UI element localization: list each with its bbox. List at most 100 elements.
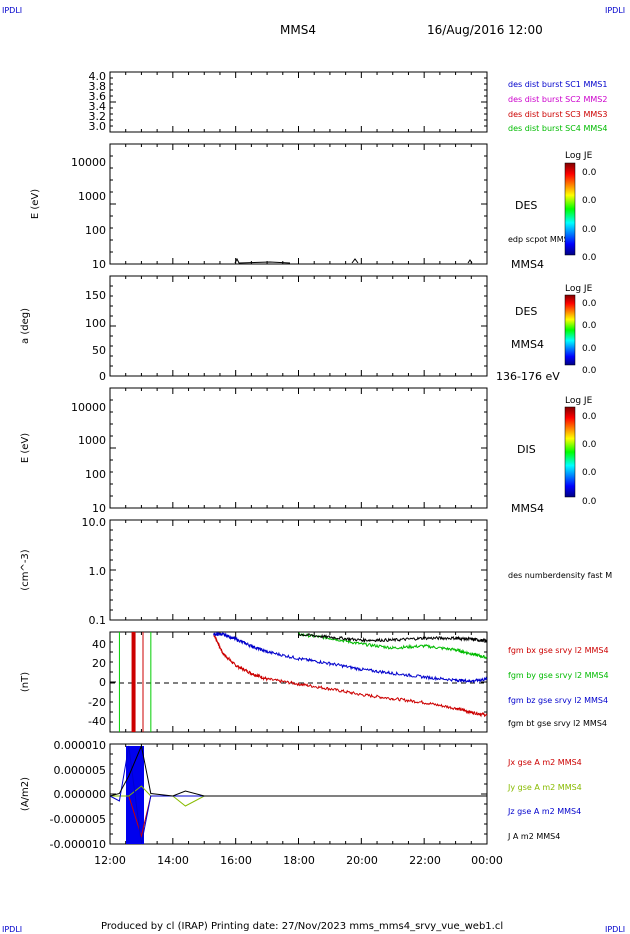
p4-bottom-label: MMS4: [511, 502, 544, 515]
p5-ylabel: (cm^-3): [20, 549, 31, 590]
p6-legend-item: fgm by gse srvy l2 MMS4: [508, 671, 609, 680]
x-tick-label: 12:00: [94, 854, 126, 867]
p2-colorbar: Log JE 0.0 0.0 0.0 0.0: [564, 151, 597, 263]
panel-1-yticks: 4.0 3.8 3.6 3.4 3.2 3.0: [89, 70, 107, 133]
corner-label-top-right: IPDLI: [605, 6, 625, 15]
p2-side-label: DES: [515, 199, 537, 212]
p7-series-line: [110, 795, 487, 838]
p6-ylabel: (nT): [20, 672, 31, 692]
svg-text:0.000005: 0.000005: [54, 764, 107, 777]
svg-text:0.1: 0.1: [89, 614, 107, 627]
x-tick-label: 00:00: [471, 854, 503, 867]
p7-legend-item: Jy gse A m2 MMS4: [507, 783, 582, 792]
p6-legend-item: fgm bt gse srvy l2 MMS4: [508, 719, 607, 728]
svg-text:-0.000005: -0.000005: [50, 813, 106, 826]
x-tick-label: 20:00: [346, 854, 378, 867]
svg-text:0.000010: 0.000010: [54, 739, 107, 752]
svg-text:0.0: 0.0: [582, 412, 597, 422]
p3-side-label-2: MMS4: [511, 338, 544, 351]
p5-side-small: des numberdensity fast M: [508, 571, 612, 580]
p7-legend-item: Jz gse A m2 MMS4: [507, 807, 581, 816]
p1-legend-item: des dist burst SC1 MMS1: [508, 80, 607, 89]
p7-ylabel: (A/m2): [20, 777, 31, 811]
svg-text:20: 20: [92, 657, 106, 670]
x-tick-label: 22:00: [409, 854, 441, 867]
svg-text:40: 40: [92, 638, 106, 651]
svg-text:50: 50: [92, 344, 106, 357]
x-axis-labels: 12:00 14:00 16:00 18:00 20:00 22:00 00:0…: [94, 854, 503, 867]
x-tick-label: 18:00: [283, 854, 315, 867]
svg-text:0.0: 0.0: [582, 321, 597, 331]
svg-text:10: 10: [92, 502, 106, 515]
p4-side-label: DIS: [517, 443, 536, 456]
svg-text:10000: 10000: [71, 156, 106, 169]
p1-ytick: 3.6: [89, 90, 107, 103]
header-date: 16/Aug/2016 12:00: [427, 23, 543, 37]
panel-5-yticks: 10.0 1.0 0.1: [82, 516, 107, 627]
p3-ylabel: a (deg): [20, 308, 31, 344]
x-tick-label: 14:00: [157, 854, 189, 867]
panel-7-yticks: 0.000010 0.000005 0.000000 -0.000005 -0.…: [50, 739, 106, 851]
panel-2-yticks: 10000 1000 100 10: [71, 156, 106, 271]
svg-text:1.0: 1.0: [89, 565, 107, 578]
svg-text:-20: -20: [88, 696, 106, 709]
panel-1-legend: des dist burst SC1 MMS1 des dist burst S…: [508, 80, 607, 133]
panel-6-legend: fgm bx gse srvy l2 MMS4 fgm by gse srvy …: [508, 646, 609, 728]
panel-3-yticks: 150 100 50 0: [85, 289, 106, 383]
p3-bottom-label: 136-176 eV: [496, 370, 560, 383]
svg-text:0.0: 0.0: [582, 497, 597, 507]
svg-text:-0.000010: -0.000010: [50, 838, 106, 851]
p7-series-group: [109, 744, 487, 845]
p7-series-line: [109, 744, 487, 797]
corner-label-bottom-left: IPDLI: [2, 925, 22, 934]
p6-series-line: [213, 634, 488, 718]
p1-ytick: 3.4: [89, 100, 107, 113]
p7-legend-item: Jx gse A m2 MMS4: [507, 758, 582, 767]
svg-text:0.0: 0.0: [582, 440, 597, 450]
svg-text:10000: 10000: [71, 401, 106, 414]
p2-scpot-trace: [234, 257, 473, 264]
panel-4-yticks: 10000 1000 100 10: [71, 401, 106, 515]
svg-text:0.0: 0.0: [582, 344, 597, 354]
p4-colorbar-title: Log JE: [565, 396, 593, 406]
p1-legend-item: des dist burst SC2 MMS2: [508, 95, 607, 104]
p2-side-small: edp scpot MMS4: [508, 235, 574, 244]
svg-text:0.0: 0.0: [582, 253, 597, 263]
svg-text:100: 100: [85, 317, 106, 330]
p3-side-label: DES: [515, 305, 537, 318]
p2-ylabel: E (eV): [30, 189, 41, 219]
p6-series-group: [213, 631, 488, 718]
corner-label-top-left: IPDLI: [2, 6, 22, 15]
svg-text:0.0: 0.0: [582, 299, 597, 309]
svg-text:10: 10: [92, 258, 106, 271]
p1-ytick: 4.0: [89, 70, 107, 83]
svg-text:0.000000: 0.000000: [54, 788, 107, 801]
svg-text:-40: -40: [88, 715, 106, 728]
svg-text:0.0: 0.0: [582, 225, 597, 235]
corner-label-bottom-right: IPDLI: [605, 925, 625, 934]
header-spacecraft: MMS4: [280, 23, 316, 37]
p6-series-line: [298, 633, 488, 644]
svg-text:100: 100: [85, 224, 106, 237]
p2-colorbar-title: Log JE: [565, 151, 593, 161]
svg-text:100: 100: [85, 468, 106, 481]
footer-text: Produced by cl (IRAP) Printing date: 27/…: [101, 921, 503, 932]
svg-text:150: 150: [85, 289, 106, 302]
p1-legend-item: des dist burst SC4 MMS4: [508, 124, 607, 133]
x-tick-label: 16:00: [220, 854, 252, 867]
svg-text:0: 0: [99, 676, 106, 689]
svg-text:1000: 1000: [78, 434, 106, 447]
panel-6-yticks: 40 20 0 -20 -40: [88, 638, 106, 728]
p1-ytick: 3.2: [89, 110, 107, 123]
svg-text:0.0: 0.0: [582, 196, 597, 206]
p7-legend-item: J A m2 MMS4: [507, 832, 560, 841]
svg-text:0.0: 0.0: [582, 366, 597, 376]
p6-vertical-markers: [118, 632, 152, 732]
p6-legend-item: fgm bz gse srvy l2 MMS4: [508, 696, 608, 705]
p2-bottom-label: MMS4: [511, 258, 544, 271]
panel-7-legend: Jx gse A m2 MMS4 Jy gse A m2 MMS4 Jz gse…: [507, 758, 582, 841]
p3-colorbar: Log JE 0.0 0.0 0.0 0.0: [564, 284, 597, 376]
p4-colorbar: Log JE 0.0 0.0 0.0 0.0: [564, 396, 597, 507]
p7-series-line: [109, 745, 487, 845]
